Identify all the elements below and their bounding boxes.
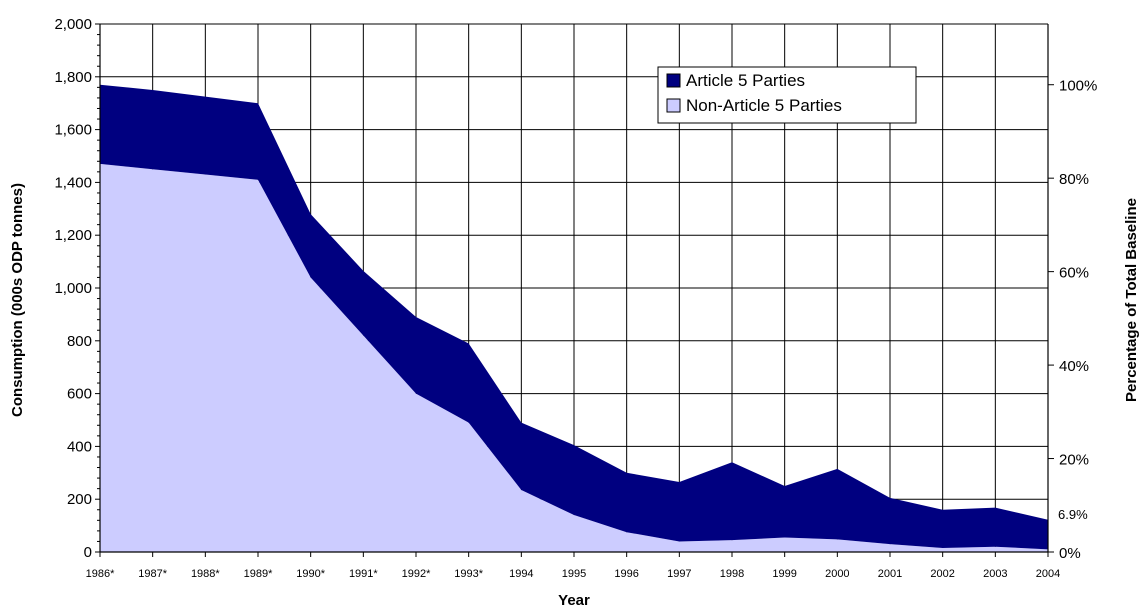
y2-tick-label: 40% bbox=[1059, 358, 1089, 375]
x-tick-label: 2003 bbox=[983, 568, 1007, 580]
y2-tick-label: 0% bbox=[1059, 545, 1081, 562]
x-tick-label: 1989* bbox=[244, 568, 273, 580]
x-tick-label: 1993* bbox=[454, 568, 483, 580]
legend-swatch-article5 bbox=[666, 73, 681, 88]
x-tick-label: 1999 bbox=[772, 568, 796, 580]
x-tick-label: 1991* bbox=[349, 568, 378, 580]
annotations: 6.9% bbox=[1058, 507, 1088, 522]
area-series bbox=[100, 84, 1048, 553]
y-tick-label: 400 bbox=[67, 438, 92, 455]
y-tick-label: 1,400 bbox=[54, 174, 92, 191]
x-tick-label: 1990* bbox=[296, 568, 325, 580]
annotation-label: 6.9% bbox=[1058, 507, 1088, 522]
x-tick-label: 1992* bbox=[402, 568, 431, 580]
x-tick-label: 1997 bbox=[667, 568, 691, 580]
y-tick-label: 200 bbox=[67, 491, 92, 508]
y-tick-label: 1,600 bbox=[54, 122, 92, 139]
y2-axis-ticks: 0% 20% 40% 60% 80% 100% bbox=[1048, 78, 1097, 562]
y-tick-label: 1,000 bbox=[54, 280, 92, 297]
legend-label-article5: Article 5 Parties bbox=[686, 71, 805, 90]
y-tick-label: 0 bbox=[84, 544, 92, 561]
x-tick-label: 1987* bbox=[138, 568, 167, 580]
legend-box bbox=[657, 66, 917, 124]
x-tick-label: 1995 bbox=[562, 568, 586, 580]
x-axis-ticks: 1986* 1987* 1988* 1989* 1990* 1991* 1992* 1993*… bbox=[86, 552, 1060, 580]
y2-axis-title: Percentage of Total Baseline bbox=[1123, 198, 1140, 402]
area-non-article5-parties bbox=[100, 163, 1048, 553]
y-tick-label: 600 bbox=[67, 386, 92, 403]
area-article5-parties bbox=[100, 84, 1048, 550]
y-tick-label: 1,200 bbox=[54, 227, 92, 244]
y-tick-label: 1,800 bbox=[54, 69, 92, 86]
legend: Article 5 Parties Non-Article 5 Parties bbox=[657, 66, 917, 124]
y2-tick-label: 80% bbox=[1059, 171, 1089, 188]
y-tick-label: 800 bbox=[67, 333, 92, 350]
x-tick-label: 2004 bbox=[1036, 568, 1060, 580]
x-tick-label: 2002 bbox=[930, 568, 954, 580]
x-tick-label: 1986* bbox=[86, 568, 115, 580]
y2-tick-label: 100% bbox=[1059, 78, 1097, 95]
x-tick-label: 1996 bbox=[614, 568, 638, 580]
x-tick-label: 2000 bbox=[825, 568, 849, 580]
x-tick-label: 1994 bbox=[509, 568, 533, 580]
y-axis-title: Consumption (000s ODP tonnes) bbox=[9, 183, 26, 417]
y-axis-ticks: 0 200 400 600 800 1,000 1,200 1,400 1,600 1,800 2,… bbox=[54, 16, 100, 561]
x-tick-label: 1998 bbox=[720, 568, 744, 580]
x-tick-label: 1988* bbox=[191, 568, 220, 580]
y2-tick-label: 60% bbox=[1059, 265, 1089, 282]
y-tick-label: 2,000 bbox=[54, 16, 92, 33]
y2-tick-label: 20% bbox=[1059, 452, 1089, 469]
x-axis-title: Year bbox=[558, 592, 590, 609]
x-tick-label: 2001 bbox=[878, 568, 902, 580]
legend-label-non-article5: Non-Article 5 Parties bbox=[686, 96, 842, 115]
legend-swatch-non-article5 bbox=[666, 98, 681, 113]
